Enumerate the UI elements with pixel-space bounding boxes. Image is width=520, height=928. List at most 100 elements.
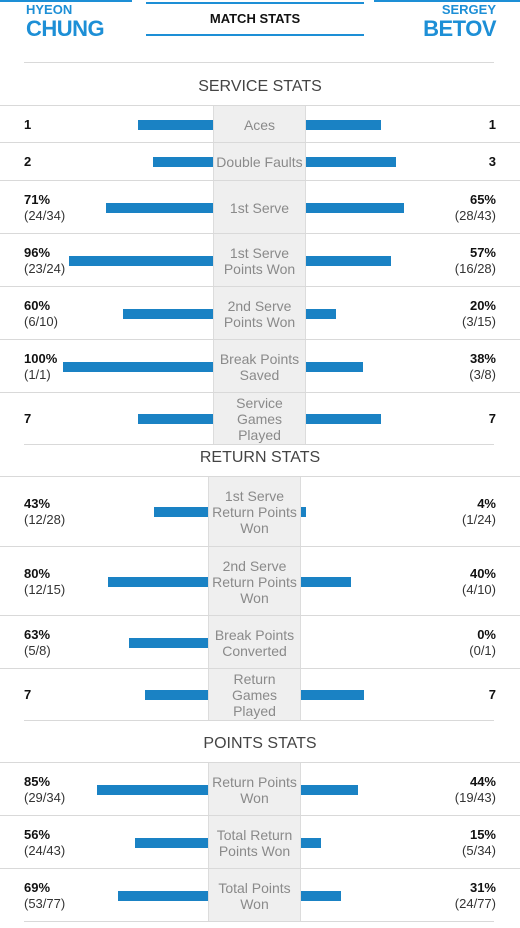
player1-stat-value: 63% (5/8)	[24, 616, 51, 669]
player2-stat-value: 0% (0/1)	[469, 616, 496, 669]
section-end-divider	[24, 921, 494, 922]
stat-label: Total Points Won	[218, 879, 291, 912]
stat-label-band	[208, 869, 301, 922]
section-end-divider	[24, 720, 494, 721]
stat-label: Service Games Played	[236, 395, 283, 443]
player2-stat-bar	[306, 414, 381, 424]
player1-first-name: HYEON	[26, 2, 73, 17]
player1-stat-value: 71% (24/34)	[24, 181, 65, 234]
player1-name: HYEON CHUNG	[26, 2, 105, 40]
header-rule-left	[0, 0, 132, 2]
player2-stat-bar	[301, 690, 364, 700]
player2-stat-bar	[306, 256, 391, 266]
stat-label-band	[208, 816, 301, 869]
stat-label: 2nd Serve Points Won	[223, 297, 296, 330]
player1-stat-bar	[154, 507, 208, 517]
player1-stat-detail: (29/34)	[24, 789, 66, 805]
header-rule-right	[374, 0, 520, 2]
player1-stat-bar	[153, 157, 213, 167]
player1-stat-primary: 1	[24, 116, 32, 132]
player1-stat-primary: 43%	[24, 496, 51, 511]
player1-stat-detail: (5/8)	[24, 642, 51, 658]
player1-stat-primary: 60%	[24, 297, 51, 313]
player1-stat-bar	[129, 638, 208, 648]
player1-stat-bar	[138, 120, 213, 130]
stat-label: 1st Serve	[229, 199, 290, 216]
player1-stat-detail: (53/77)	[24, 895, 66, 911]
player1-stat-detail: (6/10)	[24, 313, 58, 329]
stat-row: Service Games Played 7 7	[0, 392, 520, 445]
player1-stat-value: 80% (12/15)	[24, 547, 65, 616]
section-title: SERVICE STATS	[198, 78, 322, 95]
player2-stat-detail: (0/1)	[469, 642, 496, 658]
player1-stat-detail: (12/28)	[24, 512, 66, 527]
stat-label-band	[213, 234, 306, 287]
player2-stat-bar	[301, 891, 341, 901]
player2-stat-primary: 0%	[477, 626, 496, 642]
player1-stat-primary: 56%	[24, 826, 51, 842]
player2-stat-detail: (24/77)	[454, 895, 496, 911]
player2-stat-value: 65% (28/43)	[455, 181, 496, 234]
player2-stat-primary: 57%	[469, 244, 496, 260]
stat-label: Return Points Won	[212, 773, 297, 806]
player2-stat-primary: 65%	[469, 191, 496, 207]
stat-label: Break Points Saved	[219, 350, 300, 383]
player1-stat-bar	[118, 891, 208, 901]
stat-row: Break Points Saved 100% (1/1) 38% (3/8)	[0, 339, 520, 393]
player2-stat-primary: 3	[488, 154, 496, 169]
player2-stat-primary: 38%	[469, 350, 496, 366]
stat-row: Return Games Played 7 7	[0, 668, 520, 721]
player2-stat-value: 20% (3/15)	[462, 287, 496, 340]
player1-stat-primary: 69%	[24, 879, 51, 895]
player1-stat-primary: 7	[24, 411, 32, 426]
player1-stat-primary: 85%	[24, 773, 51, 789]
stat-label-band	[208, 477, 301, 547]
player1-stat-detail: (23/24)	[24, 260, 66, 276]
match-stats-title: MATCH STATS	[146, 2, 364, 36]
player2-stat-value: 3	[489, 143, 496, 181]
stat-label-band	[213, 181, 306, 234]
player2-stat-primary: 20%	[469, 297, 496, 313]
stat-label-band	[213, 106, 306, 143]
stat-label: Break Points Converted	[214, 626, 295, 659]
player1-stat-detail: (24/34)	[24, 207, 66, 223]
player2-stat-detail: (3/15)	[462, 313, 496, 329]
player1-stat-value: 2	[24, 143, 31, 181]
player2-stat-detail: (5/34)	[462, 842, 496, 858]
section-title: POINTS STATS	[203, 735, 317, 752]
stat-label-band	[208, 763, 301, 816]
player2-last-name: BETOV	[423, 16, 496, 41]
match-header: HYEON CHUNG MATCH STATS SERGEY BETOV	[0, 0, 520, 60]
stat-label-band	[213, 340, 306, 393]
stat-label-band	[213, 287, 306, 340]
stat-label: Aces	[243, 116, 276, 133]
stat-row: Total Points Won 69% (53/77) 31% (24/77)	[0, 868, 520, 922]
player2-first-name: SERGEY	[441, 2, 496, 17]
player2-stat-bar	[306, 157, 396, 167]
player2-stat-detail: (19/43)	[454, 789, 496, 805]
player2-stat-bar	[306, 309, 336, 319]
player2-stat-primary: 40%	[469, 565, 496, 581]
player2-stat-primary: 15%	[469, 826, 496, 842]
player2-stat-value: 7	[489, 393, 496, 445]
player2-stat-detail: (3/8)	[469, 366, 496, 382]
player1-stat-bar	[63, 362, 213, 372]
player2-stat-detail: (4/10)	[462, 581, 496, 597]
stat-row: 2nd Serve Points Won 60% (6/10) 20% (3/15)	[0, 286, 520, 340]
player1-stat-bar	[97, 785, 208, 795]
player1-stat-value: 60% (6/10)	[24, 287, 58, 340]
player2-name: SERGEY BETOV	[423, 3, 496, 40]
stat-label-band	[208, 547, 301, 616]
stat-row: Break Points Converted 63% (5/8) 0% (0/1)	[0, 615, 520, 669]
player1-stat-bar	[69, 256, 213, 266]
player2-stat-detail: (16/28)	[454, 260, 496, 276]
player1-stat-value: 7	[24, 669, 31, 721]
player1-stat-value: 96% (23/24)	[24, 234, 65, 287]
player1-stat-detail: (1/1)	[24, 366, 51, 382]
player2-stat-value: 15% (5/34)	[462, 816, 496, 869]
player1-stat-value: 1	[24, 106, 31, 143]
player2-stat-bar	[306, 120, 381, 130]
stat-label-band	[213, 393, 306, 445]
player1-stat-value: 85% (29/34)	[24, 763, 65, 816]
stat-label: 1st Serve Points Won	[223, 244, 296, 277]
